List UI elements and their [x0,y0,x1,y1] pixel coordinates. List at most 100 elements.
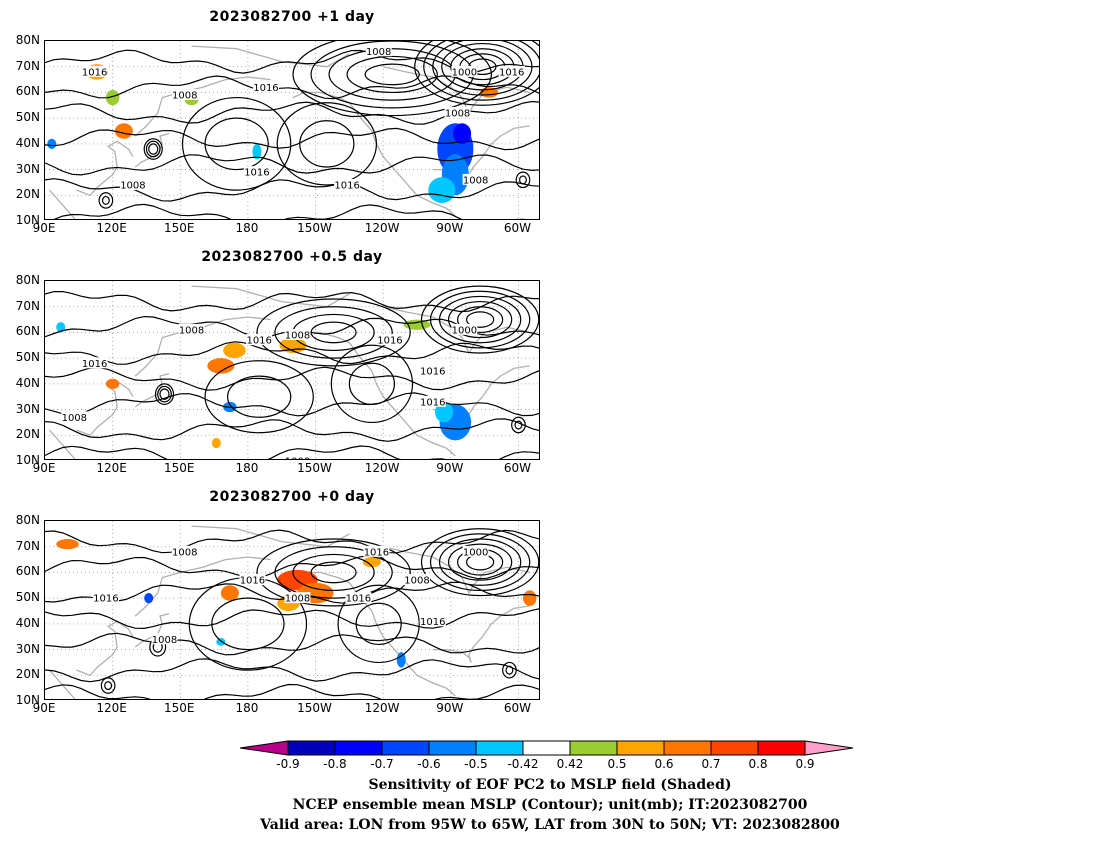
isobar [348,362,396,406]
colorbar-tick-label: 0.7 [701,757,721,771]
sensitivity-shading [105,378,120,389]
lon-tick-label: 90W [436,461,464,475]
isobar [310,321,357,344]
contour-label: 1016 [334,181,359,192]
contour-label: 1008 [404,576,429,587]
colorbar-segment [334,740,383,756]
coastline [49,429,76,459]
lon-tick-label: 90E [32,701,56,715]
isobar [346,55,438,94]
lat-tick-label: 80N [15,513,40,527]
lon-tick-label: 60W [503,221,532,235]
contour-label-bg [246,334,273,346]
isobar [211,597,285,651]
contour-label: 1016 [364,547,389,558]
map-panel-3: 2023082700 +0 day 1008 1016 1000 1016 1008 10… [0,489,560,714]
isobar [432,41,533,96]
isobar [502,661,517,679]
contour-label: 1008 [120,181,145,192]
contour-label: 1000 [463,547,488,558]
contour-label-bg [239,574,266,586]
isobar [456,306,504,334]
coastline [292,571,456,697]
isobar [45,632,539,656]
lat-tick-label: 30N [15,641,40,656]
isobar [447,300,513,339]
sensitivity-shading [220,585,239,601]
isobar [274,546,393,599]
isobar [276,102,378,186]
isobar [465,311,495,328]
isobar [355,602,402,646]
sensitivity-shading [216,638,226,646]
caption-line-1: Sensitivity of EOF PC2 to MSLP field (Sh… [368,777,732,793]
lat-tick-label: 60N [15,84,40,99]
map-panel-1: 2023082700 +1 day 1008 1016 1008 1016 1000 10… [0,9,560,234]
lat-tick-label: 30N [15,401,40,416]
colorbar-segment [663,740,712,756]
isobar [256,298,411,367]
coastline [134,612,170,648]
lat-tick-label: 10N [15,453,40,467]
contour-label: 1016 [244,168,269,179]
sensitivity-shading [211,437,221,449]
isobar [104,681,113,691]
contour-label: 1016 [420,367,445,378]
lat-tick-label: 40N [15,375,40,390]
isobar [438,538,522,586]
contour-label: 1016 [82,359,107,370]
contour-label-bg [419,395,446,407]
isobar [100,677,116,694]
contour-label: 1008 [152,635,177,646]
colorbar-extend-left [240,740,289,756]
contour-label-bg [61,411,88,423]
isobar [447,543,513,581]
lat-tick-label: 50N [15,350,40,365]
isobar [299,120,355,168]
isobar [159,388,170,400]
isobar [505,665,514,675]
map-area: 1008 1016 1008 1016 1000 1016 1016 1016 1008 1008 [44,280,540,460]
coastline [76,140,134,197]
colorbar-tick-label: 0.5 [607,757,627,771]
caption-line-2: NCEP ensemble mean MSLP (Contour); unit(… [292,797,808,813]
colorbar-extend-right [804,740,854,756]
lon-tick-label: 150W [297,221,332,235]
contour-label-bg [334,179,361,190]
map-canvas: 1008 1016 1008 1016 1000 1016 1016 1016 1008 1008 [45,281,539,459]
contour-label-bg [419,615,446,627]
contour-label: 1016 [377,336,402,347]
map-canvas: 1008 1016 1000 1016 1008 1016 1008 1016 1016 1008 [45,521,539,699]
coastline [49,669,76,699]
isobar [181,96,292,191]
isobar [511,416,526,434]
isobar [438,295,522,344]
lon-tick-label: 60W [503,461,532,475]
isobar [45,154,539,176]
contour-label: 1008 [172,547,197,558]
map-panel-2: 2023082700 +0.5 day 1008 1016 1008 1016 1000… [0,249,560,474]
lat-tick-label: 30N [15,161,40,176]
isobar [45,127,539,151]
contour-label-bg [151,633,178,645]
isobar [45,445,539,459]
panel-title: 2023082700 +0.5 day [201,249,383,265]
isobar [364,63,420,86]
contour-label: 1016 [420,397,445,408]
sensitivity-shading [522,590,537,606]
colorbar-segment [569,740,618,756]
lon-tick-label: 90W [436,701,464,715]
lat-tick-label: 80N [15,273,40,287]
contour-label-bg [119,179,146,190]
sensitivity-shading [56,322,66,333]
colorbar-tick-label: -0.7 [370,757,394,771]
isobar [518,175,527,185]
coastline [191,285,350,308]
sensitivity-shading [47,138,57,149]
lat-tick-label: 40N [15,135,40,150]
isobar [45,366,539,391]
isobar [330,344,414,424]
colorbar-tick-label: 0.6 [654,757,674,771]
contour-label: 1016 [93,594,118,605]
contour-label-bg [444,107,471,118]
